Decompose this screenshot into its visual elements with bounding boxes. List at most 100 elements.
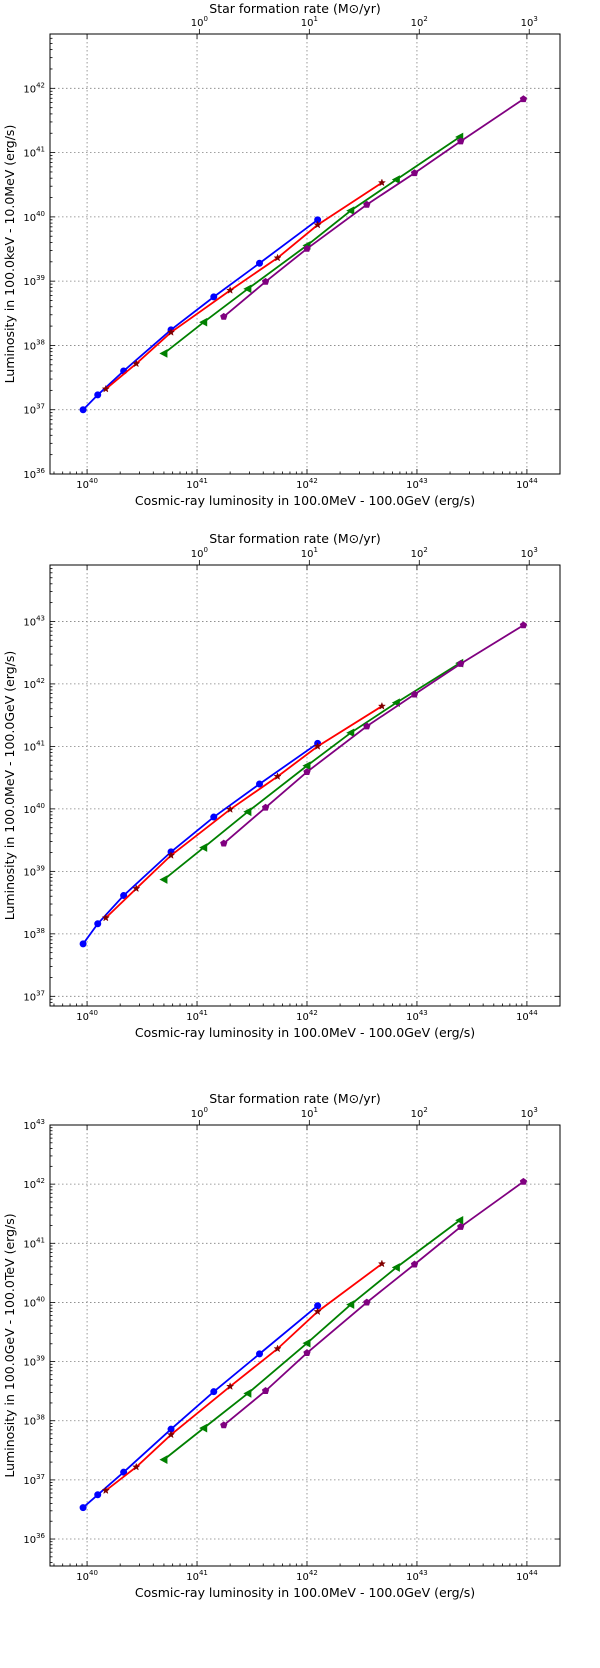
plot-frame (49, 1124, 561, 1567)
data-point (346, 206, 355, 215)
series-2 (101, 178, 387, 393)
series-line (223, 98, 524, 318)
x-tick-label: 1041 (186, 1009, 208, 1023)
y-tick-label: 1043 (23, 1118, 45, 1132)
data-point (363, 1298, 371, 1306)
top-tick-label: 101 (301, 15, 318, 29)
data-point (199, 843, 208, 852)
data-point (256, 780, 264, 788)
series-1 (79, 1302, 322, 1512)
x-tick-label: 1042 (296, 477, 318, 491)
data-point (391, 698, 400, 708)
data-point (261, 1387, 270, 1394)
x-axis-label: Cosmic-ray luminosity in 100.0MeV - 100.… (135, 493, 475, 508)
chart-panel-3: 1040 1041 1042 1043 1044 1036 1037 1038 1039 1040… (2, 1091, 561, 1600)
series-2 (101, 701, 387, 922)
y-tick-label: 1040 (23, 802, 45, 816)
data-point (457, 659, 465, 667)
y-tick-label: 1037 (23, 1473, 45, 1487)
data-point (391, 1263, 400, 1272)
y-tick-label: 1041 (23, 1236, 45, 1250)
data-point (457, 1222, 465, 1230)
data-point (377, 1259, 387, 1268)
chart-panel-1: 1040 1041 1042 1043 1044 1036 1037 1038 1039 1040… (2, 1, 561, 508)
series-line (105, 1263, 383, 1492)
data-point (243, 1389, 252, 1398)
y-tick-label: 1036 (23, 467, 45, 481)
data-point (159, 875, 168, 884)
x-tick-label: 1044 (516, 1009, 538, 1023)
data-point (94, 391, 102, 399)
data-point (101, 913, 110, 922)
data-point (226, 805, 235, 813)
y-tick-label: 1040 (23, 1295, 45, 1309)
x-tick-label: 1042 (296, 1569, 318, 1583)
top-axis-label: Star formation rate (M⊙/yr) (209, 1091, 380, 1106)
top-tick-label: 102 (411, 15, 428, 29)
top-tick-label: 100 (191, 1106, 208, 1120)
data-point (79, 406, 87, 414)
data-point (377, 701, 387, 710)
series-4 (220, 621, 528, 847)
data-point (303, 244, 311, 252)
data-point (210, 1388, 218, 1396)
data-point (132, 359, 141, 368)
x-tick-label: 1043 (406, 1009, 428, 1023)
top-tick-label: 100 (191, 15, 208, 29)
grid-lines (50, 565, 560, 1006)
data-point (243, 807, 252, 817)
data-point (226, 286, 235, 294)
y-tick-label: 1038 (23, 927, 45, 941)
y-tick-label: 1040 (23, 210, 45, 224)
x-tick-label: 1041 (186, 1569, 208, 1583)
data-point (166, 851, 176, 859)
data-point (313, 1307, 322, 1316)
data-point (243, 284, 252, 294)
chart-panel-2: 1040 1041 1042 1043 1044 1037 1038 1039 1040 1041… (2, 531, 561, 1040)
data-point (94, 920, 102, 928)
data-point (363, 200, 371, 208)
data-point (410, 690, 419, 698)
data-point (302, 1338, 311, 1348)
data-point (261, 803, 270, 811)
y-axis-label: Luminosity in 100.0MeV - 100.0GeV (erg/s… (2, 651, 17, 921)
series-line (163, 1219, 461, 1461)
x-tick-label: 1043 (406, 1569, 428, 1583)
data-point (226, 1382, 235, 1390)
data-point (120, 892, 128, 900)
data-point (166, 1430, 176, 1439)
data-point (210, 813, 218, 821)
data-point (410, 1260, 419, 1268)
series-line (82, 1305, 319, 1509)
y-tick-label: 1039 (23, 1355, 45, 1369)
data-point (303, 768, 311, 776)
y-axis-label: Luminosity in 100.0GeV - 100.0TeV (erg/s… (2, 1213, 17, 1477)
x-tick-label: 1044 (516, 1569, 538, 1583)
x-axis-label: Cosmic-ray luminosity in 100.0MeV - 100.… (135, 1025, 475, 1040)
data-point (101, 384, 110, 393)
top-tick-label: 102 (411, 546, 428, 560)
data-point (159, 349, 168, 358)
x-tick-label: 1040 (76, 477, 98, 491)
top-tick-label: 101 (301, 1106, 318, 1120)
data-point (256, 1350, 264, 1358)
data-point (519, 621, 528, 629)
data-point (302, 761, 311, 771)
y-tick-label: 1039 (23, 274, 45, 288)
data-point (159, 1455, 168, 1464)
top-tick-label: 103 (521, 546, 538, 560)
top-tick-label: 103 (521, 15, 538, 29)
data-point (94, 1491, 102, 1499)
x-tick-label: 1042 (296, 1009, 318, 1023)
x-tick-label: 1040 (76, 1009, 98, 1023)
data-point (79, 940, 87, 948)
series-line (105, 705, 383, 919)
x-tick-label: 1043 (406, 477, 428, 491)
data-point (256, 259, 264, 267)
data-point (313, 220, 322, 229)
data-point (220, 839, 228, 847)
data-point (519, 1177, 528, 1185)
y-tick-label: 1036 (23, 1532, 45, 1546)
top-tick-label: 100 (191, 546, 208, 560)
top-tick-label: 101 (301, 546, 318, 560)
